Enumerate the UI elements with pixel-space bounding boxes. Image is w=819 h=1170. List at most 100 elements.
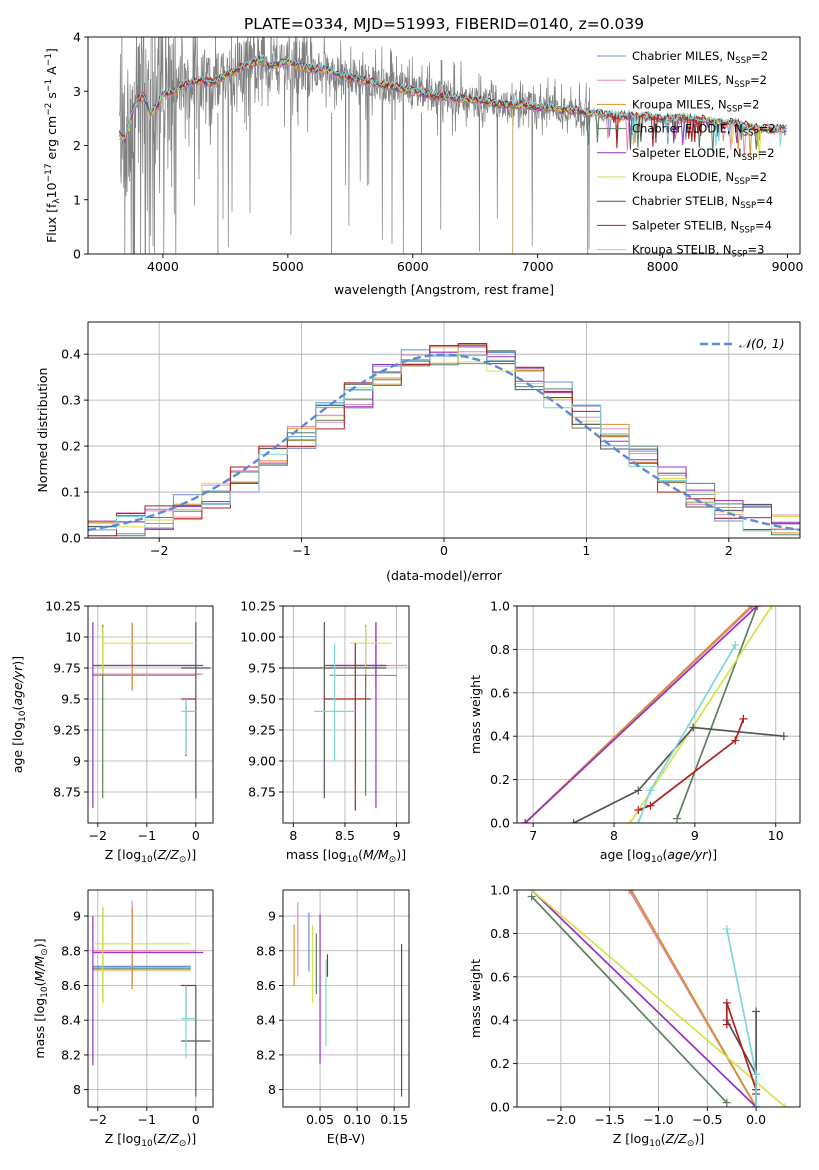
data-point-marker	[722, 998, 731, 1007]
spectrum-xtick-label: 6000	[397, 259, 429, 274]
age_vs_mass-xtick-label: 8	[289, 828, 297, 843]
series-line-salpeter-elodie	[531, 890, 757, 1107]
legend-entry: Kroupa MILES, NSSP=2	[632, 97, 759, 114]
massweight_vs_Z-ytick-label: 0.6	[490, 969, 510, 984]
mass_vs_ebv-ytick-label: 8.2	[256, 1047, 276, 1062]
spectrum-xtick-label: 4000	[147, 259, 179, 274]
data-point-marker	[626, 819, 635, 823]
massweight_vs_Z-ytick-label: 0.8	[490, 926, 510, 941]
series-line-kroupa-elodie	[531, 890, 786, 1107]
legend-entry: Chabrier STELIB, NSSP=4	[632, 194, 773, 211]
massweight_vs_Z-xtick-label: −0.5	[692, 1112, 722, 1127]
age_vs_mass-plot-border	[282, 605, 410, 824]
spectrum-xtick-label: 5000	[272, 259, 304, 274]
massweight_vs_age-ytick-label: 0.6	[490, 685, 510, 700]
data-point-marker	[625, 890, 634, 894]
mass_vs_ebv-axes	[283, 890, 409, 1107]
residuals-xtick-label: −2	[150, 543, 168, 558]
age_vs_Z-plot-area	[92, 622, 211, 809]
mass_vs_Z-xlabel: Z [log10(Z/Z⊙)]	[105, 1131, 196, 1149]
mass_vs_ebv-plot-area	[293, 902, 403, 1097]
mass_vs_Z-axes	[88, 890, 213, 1107]
massweight_vs_Z-ytick-label: 0.4	[490, 1013, 510, 1028]
massweight_vs_Z-plot-area	[527, 890, 790, 1107]
residuals-ytick-label: 0.3	[61, 393, 81, 408]
figure-title: PLATE=0334, MJD=51993, FIBERID=0140, z=0…	[244, 15, 644, 33]
massweight_vs_age-frame: 7 8 9 10 0.0 0.2 0.4 0.6 0.8 1.0	[490, 599, 801, 843]
age_vs_mass-ytick-label: 9.75	[248, 661, 276, 676]
mass_vs_Z-ytick-label: 8.2	[61, 1047, 81, 1062]
age_vs_Z-ytick-label: 9	[73, 754, 81, 769]
spectrum-xlabel: wavelength [Angstrom, rest frame]	[334, 282, 554, 297]
data-point-marker	[569, 819, 578, 823]
mass_vs_Z-xtick-label: −2	[89, 1112, 107, 1127]
data-point-marker	[627, 890, 636, 894]
residual-histogram-salpeter-stelib	[88, 343, 800, 537]
age_vs_mass-plot-area	[283, 622, 407, 811]
age_vs_Z-xtick-label: −1	[138, 828, 156, 843]
massweight_vs_age-ytick-label: 0.8	[490, 642, 510, 657]
age_vs_Z-ytick-label: 8.75	[53, 785, 81, 800]
massweight_vs_age-ytick-label: 1.0	[490, 599, 510, 614]
massweight_vs_Z-ytick-label: 0.2	[490, 1056, 510, 1071]
data-point-marker	[521, 819, 530, 823]
residuals-frame: −2 −1 0 1 2 0.0 0.1 0.2 0.3 0.4	[61, 321, 801, 558]
legend-entry: Salpeter STELIB, NSSP=4	[632, 218, 772, 235]
massweight_vs_age-xlabel: age [log10(age/yr)]	[600, 847, 717, 865]
mass_vs_Z-frame: −2 −1 0 8 8.2 8.4 8.6 8.8 9	[61, 889, 214, 1127]
massweight_vs_age-xtick-label: 10	[768, 828, 784, 843]
age_vs_Z-plot-border	[87, 605, 214, 824]
spectrum-ytick-label: 0	[73, 247, 81, 262]
data-point-marker	[767, 606, 776, 610]
data-point-marker	[646, 801, 655, 810]
data-point-marker	[752, 1103, 761, 1107]
age_vs_Z-xtick-label: 0	[192, 828, 200, 843]
massweight_vs_Z-ytick-label: 0.0	[490, 1100, 510, 1115]
age_vs_Z-frame: −2 −1 0 8.75 9 9.25 9.5 9.75 10 10.25	[45, 599, 214, 843]
age_vs_Z-ylabel: age [log10(age/yr)]	[10, 656, 28, 773]
legend-entry: Salpeter ELODIE, NSSP=2	[632, 146, 775, 163]
legend-entry: Chabrier MILES, NSSP=2	[632, 49, 768, 66]
massweight_vs_age-ytick-label: 0.2	[490, 772, 510, 787]
mass_vs_ebv-ytick-label: 8.4	[256, 1013, 276, 1028]
massweight_vs_Z-xtick-label: −2.0	[546, 1112, 576, 1127]
mass_vs_ebv-xtick-label: 0.05	[306, 1112, 334, 1127]
spectrum-ytick-label: 1	[73, 192, 81, 207]
residuals-xlabel: (data-model)/error	[386, 568, 503, 583]
data-point-marker	[634, 805, 643, 814]
series-line-kroupa-elodie	[629, 606, 773, 823]
data-point-marker	[752, 1070, 761, 1079]
mass_vs_Z-plot-area	[92, 900, 211, 1097]
mass_vs_ebv-plot-border	[282, 889, 410, 1108]
age_vs_Z-ytick-label: 10.25	[45, 599, 81, 614]
residuals-xtick-label: 0	[440, 543, 448, 558]
age_vs_mass-xlabel: mass [log10(M/M⊙)]	[286, 847, 406, 865]
age_vs_Z-ytick-label: 9.25	[53, 723, 81, 738]
massweight_vs_age-plot-area	[521, 606, 788, 823]
mass_vs_ebv-xtick-label: 0.15	[380, 1112, 408, 1127]
spectrum-xtick-label: 7000	[522, 259, 554, 274]
data-point-marker	[781, 1103, 790, 1107]
data-point-marker	[634, 819, 643, 823]
age_vs_mass-axes	[283, 605, 409, 823]
legend-entry: Chabrier ELODIE, NSSP=2	[632, 122, 776, 139]
mass_vs_Z-ytick-label: 9	[73, 909, 81, 924]
mass_vs_Z-ytick-label: 8	[73, 1082, 81, 1097]
data-point-marker	[527, 890, 536, 894]
spectrum-ytick-label: 2	[73, 138, 81, 153]
age_vs_mass-xtick-label: 8.5	[335, 828, 355, 843]
data-point-marker	[739, 714, 748, 723]
mass_vs_Z-xtick-label: −1	[138, 1112, 156, 1127]
data-point-marker	[689, 723, 698, 732]
spectrum-ytick-label: 4	[73, 30, 81, 45]
age_vs_Z-ytick-label: 9.5	[61, 692, 81, 707]
data-point-marker	[646, 786, 655, 795]
massweight_vs_Z-ytick-label: 1.0	[490, 883, 510, 898]
legend-entry: Kroupa ELODIE, NSSP=2	[632, 170, 767, 187]
data-point-marker	[731, 641, 740, 650]
data-point-marker	[779, 732, 788, 741]
mass_vs_ebv-xtick-label: 0.10	[343, 1112, 371, 1127]
massweight_vs_Z-xtick-label: −1.0	[643, 1112, 673, 1127]
residuals-ytick-label: 0.4	[61, 347, 81, 362]
massweight_vs_Z-ylabel: mass weight	[468, 959, 483, 1038]
